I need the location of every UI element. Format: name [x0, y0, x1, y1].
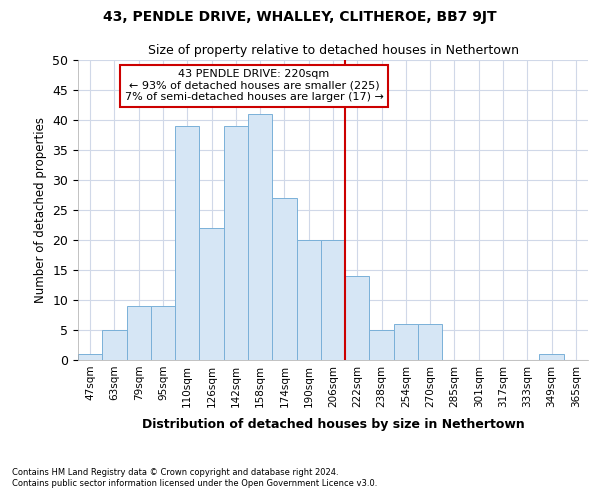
Bar	[248, 114, 272, 360]
Bar	[224, 126, 248, 360]
Bar	[151, 306, 175, 360]
Text: 43 PENDLE DRIVE: 220sqm
← 93% of detached houses are smaller (225)
7% of semi-de: 43 PENDLE DRIVE: 220sqm ← 93% of detache…	[125, 69, 383, 102]
Bar	[296, 240, 321, 360]
Bar	[418, 324, 442, 360]
Text: 43, PENDLE DRIVE, WHALLEY, CLITHEROE, BB7 9JT: 43, PENDLE DRIVE, WHALLEY, CLITHEROE, BB…	[103, 10, 497, 24]
X-axis label: Distribution of detached houses by size in Nethertown: Distribution of detached houses by size …	[142, 418, 524, 431]
Title: Size of property relative to detached houses in Nethertown: Size of property relative to detached ho…	[148, 44, 518, 58]
Bar	[321, 240, 345, 360]
Bar	[78, 354, 102, 360]
Text: Contains HM Land Registry data © Crown copyright and database right 2024.
Contai: Contains HM Land Registry data © Crown c…	[12, 468, 377, 487]
Bar	[394, 324, 418, 360]
Bar	[345, 276, 370, 360]
Bar	[370, 330, 394, 360]
Bar	[175, 126, 199, 360]
Bar	[102, 330, 127, 360]
Y-axis label: Number of detached properties: Number of detached properties	[34, 117, 47, 303]
Bar	[272, 198, 296, 360]
Bar	[199, 228, 224, 360]
Bar	[539, 354, 564, 360]
Bar	[127, 306, 151, 360]
